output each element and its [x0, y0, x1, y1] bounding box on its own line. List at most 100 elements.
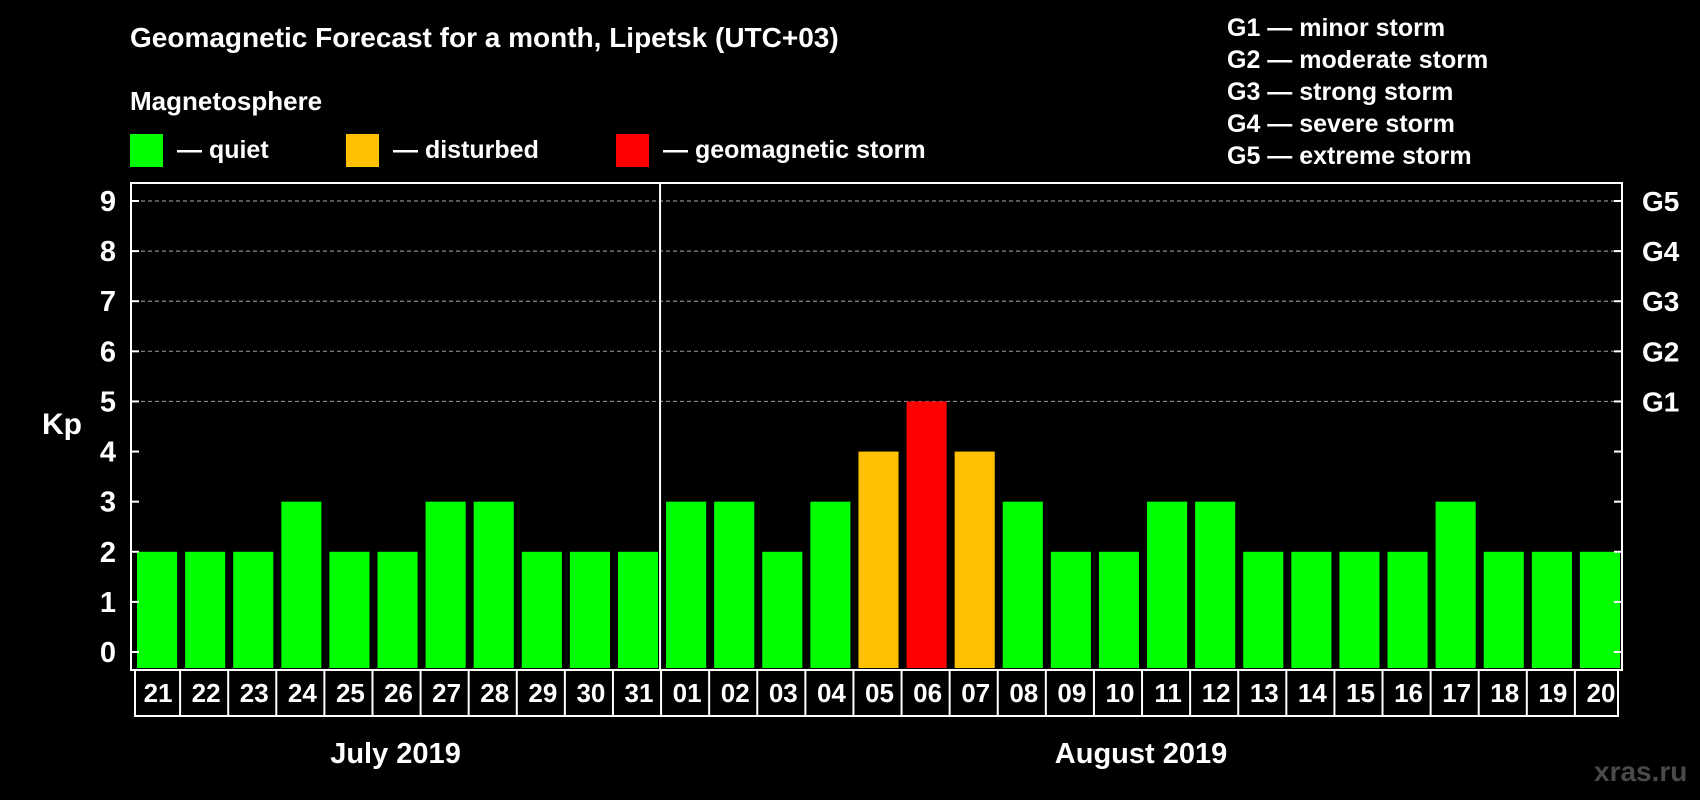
bar	[281, 501, 322, 668]
y-tick-label: 4	[100, 437, 116, 469]
bar	[1002, 501, 1043, 668]
g-scale-item: G1 — minor storm	[1227, 14, 1446, 42]
legend-swatch-storm	[616, 134, 649, 167]
month-label: August 2019	[1055, 738, 1227, 770]
date-label: 15	[1346, 678, 1375, 708]
date-label: 06	[913, 678, 942, 708]
y-tick-label: 2	[100, 537, 116, 569]
date-row-frame	[134, 669, 1619, 717]
date-label: 12	[1202, 678, 1231, 708]
legend-subtitle: Magnetosphere	[130, 86, 323, 116]
date-label: 03	[769, 678, 798, 708]
bar	[1387, 551, 1428, 668]
date-label: 28	[480, 678, 509, 708]
y-tick-label: 9	[100, 186, 116, 218]
date-label: 07	[961, 678, 990, 708]
y-tick-label: 6	[100, 336, 116, 368]
bar	[137, 551, 178, 668]
date-label: 01	[673, 678, 702, 708]
bar	[1531, 551, 1572, 668]
bar	[810, 501, 851, 668]
bar	[1098, 551, 1140, 668]
watermark: xras.ru	[1594, 756, 1688, 787]
bar	[1339, 551, 1380, 668]
date-label: 30	[576, 678, 605, 708]
bar	[473, 501, 514, 668]
date-label: 17	[1442, 678, 1471, 708]
date-label: 02	[721, 678, 750, 708]
bar	[1483, 551, 1524, 668]
g-scale-item: G2 — moderate storm	[1227, 46, 1489, 74]
date-label: 20	[1586, 678, 1615, 708]
legend-quiet: — quiet	[130, 134, 269, 167]
bar	[377, 551, 418, 668]
date-label: 10	[1106, 678, 1135, 708]
bar	[1291, 551, 1332, 668]
y-axis-label: Kp	[42, 408, 82, 441]
bar	[329, 551, 370, 668]
y-tick-label: 7	[100, 286, 116, 318]
y-tick-label: 3	[100, 487, 116, 519]
date-label: 26	[384, 678, 413, 708]
date-label: 04	[817, 678, 846, 708]
legend-label-quiet: — quiet	[177, 136, 269, 164]
date-label: 21	[144, 678, 173, 708]
legend-label-disturbed: — disturbed	[393, 136, 539, 164]
right-tick-label: G4	[1642, 236, 1680, 267]
y-tick-label: 8	[100, 236, 116, 268]
bar	[1050, 551, 1091, 668]
date-label: 24	[288, 678, 317, 708]
date-label: 08	[1009, 678, 1038, 708]
date-label: 22	[192, 678, 221, 708]
bar	[569, 551, 610, 668]
legend-label-storm: — geomagnetic storm	[663, 136, 926, 164]
bar	[1195, 501, 1236, 668]
date-label: 31	[625, 678, 654, 708]
right-tick-label: G2	[1642, 336, 1679, 367]
y-tick-label: 1	[100, 587, 116, 619]
bar	[762, 551, 803, 668]
date-label: 27	[432, 678, 461, 708]
right-tick-label: G5	[1642, 186, 1679, 217]
date-label: 05	[865, 678, 894, 708]
date-label: 29	[528, 678, 557, 708]
date-label: 16	[1394, 678, 1423, 708]
date-label: 23	[240, 678, 269, 708]
bar	[1579, 551, 1620, 668]
bar	[1243, 551, 1284, 668]
g-scale-item: G4 — severe storm	[1227, 110, 1455, 138]
bar	[1147, 501, 1188, 668]
date-label: 25	[336, 678, 365, 708]
legend-storm: — geomagnetic storm	[616, 134, 926, 167]
date-label: 09	[1057, 678, 1086, 708]
bar	[954, 451, 995, 668]
bar	[185, 551, 226, 668]
bar	[425, 501, 466, 668]
date-label: 13	[1250, 678, 1279, 708]
date-label: 11	[1154, 678, 1182, 708]
y-tick-label: 0	[100, 637, 116, 669]
g-scale-list: G1 — minor storm G2 — moderate storm G3 …	[1227, 12, 1488, 172]
bar	[858, 451, 899, 668]
right-tick-label: G3	[1642, 286, 1679, 317]
date-label: 14	[1298, 678, 1327, 708]
legend-disturbed: — disturbed	[346, 134, 539, 167]
g-scale-item: G3 — strong storm	[1227, 78, 1454, 106]
legend-swatch-disturbed	[346, 134, 379, 167]
right-tick-label: G1	[1642, 386, 1679, 417]
date-label: 19	[1538, 678, 1567, 708]
bar	[906, 401, 947, 668]
legend-swatch-quiet	[130, 134, 163, 167]
bar	[521, 551, 562, 668]
month-label: July 2019	[330, 738, 461, 770]
bar	[617, 551, 659, 668]
bar	[666, 501, 707, 668]
bar	[233, 551, 274, 668]
chart-title: Geomagnetic Forecast for a month, Lipets…	[130, 22, 839, 53]
bar	[1435, 501, 1476, 668]
g-scale-item: G5 — extreme storm	[1227, 142, 1472, 170]
bar	[714, 501, 755, 668]
y-tick-label: 5	[100, 386, 116, 418]
date-label: 18	[1490, 678, 1519, 708]
